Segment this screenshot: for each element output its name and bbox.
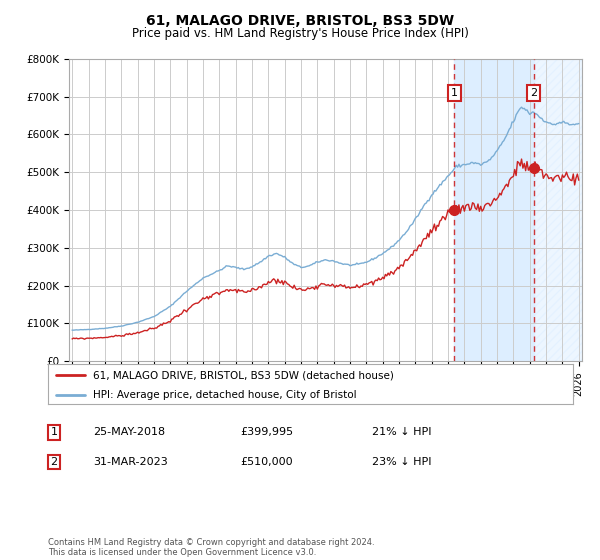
Text: 23% ↓ HPI: 23% ↓ HPI — [372, 457, 431, 467]
Text: 2: 2 — [50, 457, 58, 467]
Text: Contains HM Land Registry data © Crown copyright and database right 2024.
This d: Contains HM Land Registry data © Crown c… — [48, 538, 374, 557]
Text: 25-MAY-2018: 25-MAY-2018 — [93, 427, 165, 437]
Text: £510,000: £510,000 — [240, 457, 293, 467]
Text: 1: 1 — [50, 427, 58, 437]
Bar — [534, 59, 587, 361]
Bar — [454, 59, 534, 361]
Text: 2: 2 — [530, 88, 538, 98]
Text: 21% ↓ HPI: 21% ↓ HPI — [372, 427, 431, 437]
Text: HPI: Average price, detached house, City of Bristol: HPI: Average price, detached house, City… — [92, 390, 356, 400]
Text: 31-MAR-2023: 31-MAR-2023 — [93, 457, 168, 467]
Text: 1: 1 — [451, 88, 458, 98]
Text: £399,995: £399,995 — [240, 427, 293, 437]
Text: 61, MALAGO DRIVE, BRISTOL, BS3 5DW (detached house): 61, MALAGO DRIVE, BRISTOL, BS3 5DW (deta… — [92, 370, 394, 380]
Text: Price paid vs. HM Land Registry's House Price Index (HPI): Price paid vs. HM Land Registry's House … — [131, 27, 469, 40]
Text: 61, MALAGO DRIVE, BRISTOL, BS3 5DW: 61, MALAGO DRIVE, BRISTOL, BS3 5DW — [146, 14, 454, 28]
